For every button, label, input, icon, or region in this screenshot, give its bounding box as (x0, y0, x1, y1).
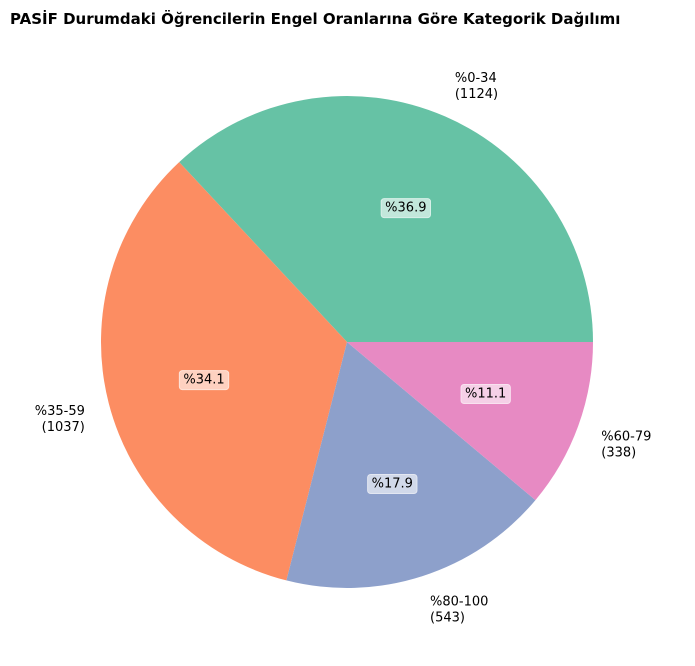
pie-slice-3 (347, 342, 593, 501)
pie-category-label-1: %35-59 (1037) (35, 404, 85, 435)
svg-text:%11.1: %11.1 (465, 386, 506, 401)
pie-percent-label-2: %17.9 (367, 473, 418, 494)
pie-category-label-0: %0-34 (1124) (455, 71, 498, 102)
pie-category-label-3: %60-79 (338) (601, 430, 651, 461)
pie-category-label-2: %80-100 (543) (430, 595, 488, 626)
svg-text:%17.9: %17.9 (372, 476, 413, 491)
pie-slice-2 (286, 342, 536, 588)
pie-percent-label-0: %36.9 (380, 198, 431, 219)
svg-text:%34.1: %34.1 (183, 373, 224, 388)
svg-text:%36.9: %36.9 (385, 201, 426, 216)
pie-slice-0 (179, 96, 593, 342)
chart-title: PASİF Durumdaki Öğrencilerin Engel Oranl… (10, 10, 621, 28)
pie-percent-label-1: %34.1 (178, 370, 230, 391)
pie-percent-label-3: %11.1 (460, 383, 511, 404)
